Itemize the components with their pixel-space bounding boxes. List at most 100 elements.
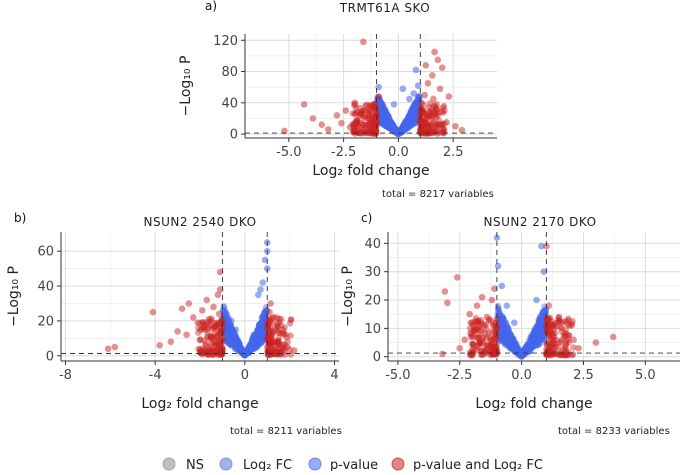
point-both: [278, 316, 285, 323]
point-pvalue: [383, 121, 390, 129]
point-both: [194, 319, 202, 326]
point-pvalue: [393, 129, 400, 136]
point-pvalue: [395, 130, 402, 137]
point-both: [575, 344, 582, 352]
point-both: [178, 305, 186, 313]
point-pvalue: [409, 104, 417, 112]
point-pvalue: [410, 112, 417, 120]
point-pvalue: [410, 119, 418, 127]
y-tick-label: 40: [221, 96, 238, 111]
point-pvalue: [382, 119, 389, 127]
x-tick-label: 0: [241, 368, 249, 383]
legend-both-label: p-value and Log₂ FC: [413, 458, 543, 471]
point-pvalue: [379, 102, 387, 110]
x-tick-label: -2.5: [447, 368, 472, 383]
point-pvalue: [404, 124, 412, 131]
point-pvalue: [401, 124, 409, 131]
point-pvalue: [406, 119, 414, 126]
point-both: [474, 319, 481, 326]
point-pvalue: [391, 128, 399, 135]
point-both: [196, 336, 204, 344]
point-pvalue: [401, 125, 408, 132]
point-both: [350, 128, 357, 136]
point-pvalue: [382, 122, 390, 130]
point-pvalue: [409, 112, 416, 120]
point-both: [439, 125, 446, 132]
point-pvalue: [395, 130, 402, 138]
point-pvalue: [379, 109, 386, 116]
point-pvalue: [402, 119, 409, 126]
point-pvalue: [408, 111, 416, 119]
point-both: [433, 127, 441, 135]
point-pvalue: [387, 119, 394, 127]
point-pvalue: [508, 342, 516, 350]
point-pvalue: [388, 124, 395, 131]
point-pvalue: [398, 127, 405, 134]
point-pvalue: [393, 128, 401, 136]
point-pvalue: [392, 127, 399, 134]
point-pvalue: [385, 121, 392, 128]
point-pvalue: [414, 111, 422, 118]
point-pvalue: [408, 119, 415, 127]
point-both: [429, 72, 436, 79]
point-pvalue: [391, 125, 399, 132]
point-both: [185, 300, 193, 307]
point-both: [562, 330, 570, 338]
point-pvalue: [404, 122, 411, 129]
point-pvalue: [376, 107, 384, 114]
point-pvalue: [388, 123, 395, 131]
point-pvalue: [398, 128, 406, 136]
point-pvalue: [375, 99, 383, 106]
point-pvalue: [393, 128, 400, 136]
point-pvalue: [403, 119, 411, 127]
point-pvalue: [403, 118, 410, 125]
point-pvalue: [414, 111, 421, 118]
point-pvalue: [415, 112, 422, 119]
point-pvalue: [400, 121, 408, 129]
point-pvalue: [386, 122, 394, 129]
point-pvalue: [503, 302, 511, 310]
point-pvalue: [382, 111, 389, 119]
point-both: [476, 339, 483, 346]
point-pvalue: [381, 110, 388, 118]
point-pvalue: [391, 126, 398, 133]
point-pvalue: [389, 125, 396, 133]
point-pvalue: [391, 125, 399, 133]
point-pvalue: [384, 111, 391, 119]
point-pvalue: [386, 116, 393, 123]
point-both: [275, 345, 283, 353]
point-pvalue: [392, 128, 399, 135]
point-pvalue: [385, 114, 392, 121]
point-pvalue: [385, 119, 393, 126]
point-both: [440, 125, 447, 133]
point-pvalue: [375, 110, 382, 118]
point-pvalue: [381, 106, 388, 113]
point-pvalue: [404, 123, 411, 130]
point-both: [431, 103, 438, 110]
point-pvalue: [378, 115, 386, 122]
point-pvalue: [409, 106, 416, 113]
point-pvalue: [397, 127, 405, 134]
point-both: [482, 348, 489, 355]
point-both: [477, 328, 485, 336]
point-pvalue: [414, 94, 422, 102]
point-pvalue: [395, 130, 402, 138]
point-pvalue: [399, 125, 406, 132]
point-pvalue: [413, 110, 420, 117]
point-pvalue: [408, 117, 415, 125]
point-pvalue: [379, 112, 386, 119]
y-tick-label: 60: [37, 245, 54, 260]
point-pvalue: [411, 110, 418, 117]
point-pvalue: [413, 111, 421, 118]
point-pvalue: [399, 126, 406, 134]
point-pvalue: [411, 109, 419, 116]
point-both: [201, 326, 208, 333]
point-both: [212, 322, 219, 330]
point-both: [351, 127, 358, 135]
point-pvalue: [407, 109, 414, 116]
point-pvalue: [409, 105, 417, 112]
point-pvalue: [391, 126, 398, 134]
point-pvalue: [412, 99, 419, 107]
point-pvalue: [401, 123, 408, 130]
